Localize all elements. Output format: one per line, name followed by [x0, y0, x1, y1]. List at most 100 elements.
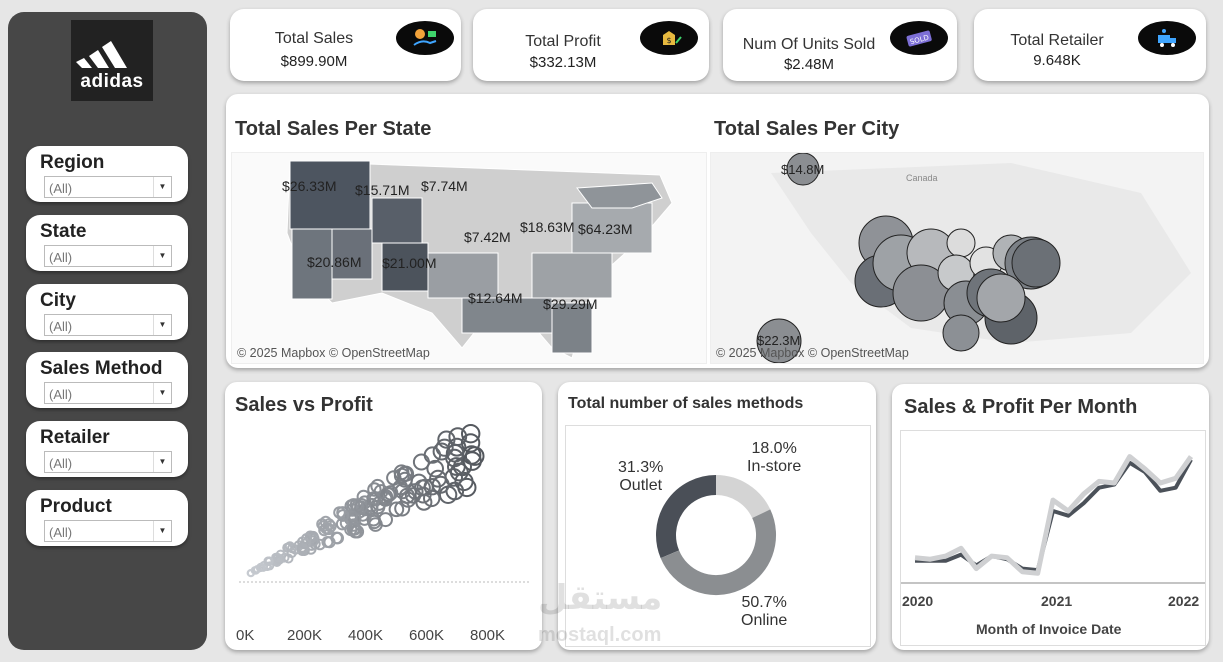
scatter-point[interactable]	[437, 430, 456, 449]
scatter-plot[interactable]	[231, 424, 537, 620]
scatter-point[interactable]	[364, 501, 379, 517]
region-filter-label: Region	[40, 152, 105, 173]
scatter-point[interactable]	[354, 500, 368, 515]
scatter-point[interactable]	[461, 424, 481, 444]
scatter-point[interactable]	[432, 442, 451, 461]
brand-name: adidas	[80, 71, 144, 92]
adidas-logo: adidas	[71, 20, 153, 101]
donut-slice-in-store[interactable]	[715, 475, 771, 519]
line-frame	[900, 430, 1206, 646]
state-label: $20.86M	[307, 254, 362, 270]
product-filter-label: Product	[40, 496, 112, 517]
chevron-down-icon[interactable]: ▼	[153, 177, 171, 197]
scatter-point[interactable]	[373, 484, 389, 499]
product-dropdown[interactable]: (All) ▼	[44, 520, 172, 542]
state-filter[interactable]: State (All) ▼	[26, 215, 188, 271]
scatter-point[interactable]	[388, 501, 405, 518]
sales-money-icon	[396, 21, 454, 55]
region-dropdown[interactable]: (All) ▼	[44, 176, 172, 198]
scatter-point[interactable]	[323, 536, 336, 549]
city-filter-label: City	[40, 290, 76, 311]
chevron-down-icon[interactable]: ▼	[153, 383, 171, 403]
sold-tag-icon: SOLD	[890, 21, 948, 55]
scatter-point[interactable]	[462, 451, 482, 471]
sales-methods-donut[interactable]	[653, 472, 779, 598]
scatter-point[interactable]	[299, 538, 311, 550]
scatter-point[interactable]	[317, 520, 330, 533]
instore-name: In-store	[747, 458, 802, 475]
x-tick-label: 600K	[409, 627, 445, 644]
chevron-down-icon[interactable]: ▼	[153, 315, 171, 335]
retailer-filter-label: Retailer	[40, 427, 110, 448]
scatter-point[interactable]	[370, 499, 386, 515]
city-map[interactable]: $14.8M $22.3M Canada © 2025 Mapbox © Ope…	[710, 152, 1204, 364]
city-filter[interactable]: City (All) ▼	[26, 284, 188, 340]
kpi-value: $2.48M	[783, 56, 835, 73]
state-map-title: Total Sales Per State	[235, 118, 432, 140]
scatter-point[interactable]	[429, 469, 447, 488]
svg-text:$: $	[666, 36, 671, 45]
scatter-point[interactable]	[301, 533, 312, 545]
chevron-down-icon[interactable]: ▼	[153, 452, 171, 472]
scatter-point[interactable]	[307, 530, 319, 543]
scatter-point[interactable]	[378, 512, 393, 528]
scatter-point[interactable]	[367, 482, 382, 497]
retailer-dropdown[interactable]: (All) ▼	[44, 451, 172, 473]
scatter-point[interactable]	[320, 522, 333, 535]
scatter-point[interactable]	[380, 487, 396, 503]
scatter-point[interactable]	[273, 552, 283, 563]
state-dropdown[interactable]: (All) ▼	[44, 245, 172, 267]
kpi-total-retailer: Total Retailer 9.648K	[974, 9, 1206, 81]
scatter-point[interactable]	[344, 508, 358, 522]
line-series-1[interactable]	[914, 454, 1194, 576]
scatter-point[interactable]	[407, 483, 424, 500]
chevron-down-icon[interactable]: ▼	[153, 521, 171, 541]
state-label: $21.00M	[382, 255, 437, 271]
scatter-point[interactable]	[333, 506, 346, 519]
kpi-value: $332.13M	[529, 54, 597, 71]
state-label: $29.29M	[543, 296, 598, 312]
retailer-truck-icon	[1138, 21, 1196, 55]
x-tick-label: 400K	[348, 627, 384, 644]
scatter-point[interactable]	[394, 500, 411, 517]
scatter-point[interactable]	[426, 459, 444, 478]
kpi-label: Total Retailer	[1010, 32, 1104, 49]
scatter-point[interactable]	[335, 517, 349, 531]
scatter-point[interactable]	[423, 489, 441, 508]
state-map[interactable]: $26.33M $15.71M $7.74M $7.42M $18.63M $6…	[231, 152, 707, 364]
sidebar: adidas Region (All) ▼ State (All) ▼ City…	[8, 12, 207, 650]
scatter-point[interactable]	[256, 562, 266, 572]
scatter-point[interactable]	[397, 465, 415, 482]
state-filter-label: State	[40, 221, 87, 242]
scatter-point[interactable]	[286, 547, 297, 559]
scatter-point[interactable]	[264, 556, 274, 566]
kpi-label: Num Of Units Sold	[742, 36, 876, 53]
profit-money-bag-icon: $	[640, 21, 698, 55]
sales-method-dropdown-value: (All)	[49, 387, 73, 402]
kpi-total-profit: Total Profit $332.13M $	[473, 9, 709, 81]
sales-method-filter[interactable]: Sales Method (All) ▼	[26, 352, 188, 408]
scatter-point[interactable]	[382, 485, 399, 501]
map-copyright: © 2025 Mapbox © OpenStreetMap	[237, 346, 430, 360]
scatter-point[interactable]	[274, 554, 285, 565]
retailer-filter[interactable]: Retailer (All) ▼	[26, 421, 188, 477]
city-dropdown[interactable]: (All) ▼	[44, 314, 172, 336]
donut-label-outlet: 31.3% Outlet	[618, 459, 663, 495]
scatter-point[interactable]	[336, 509, 350, 522]
sales-method-dropdown[interactable]: (All) ▼	[44, 382, 172, 404]
sales-profit-line-chart[interactable]	[901, 431, 1205, 586]
scatter-point[interactable]	[296, 541, 308, 553]
state-label: $64.23M	[578, 221, 633, 237]
scatter-point[interactable]	[423, 446, 442, 464]
outlet-pct: 31.3%	[618, 459, 664, 476]
product-filter[interactable]: Product (All) ▼	[26, 490, 188, 546]
outlet-name: Outlet	[619, 477, 663, 494]
donut-slice-online[interactable]	[660, 509, 777, 596]
scatter-point[interactable]	[415, 493, 433, 511]
chevron-down-icon[interactable]: ▼	[153, 246, 171, 266]
region-filter[interactable]: Region (All) ▼	[26, 146, 188, 202]
scatter-point[interactable]	[346, 522, 361, 536]
x-tick-label: 2022	[1168, 593, 1200, 609]
donut-slice-outlet[interactable]	[656, 475, 717, 559]
scatter-point[interactable]	[445, 444, 465, 463]
